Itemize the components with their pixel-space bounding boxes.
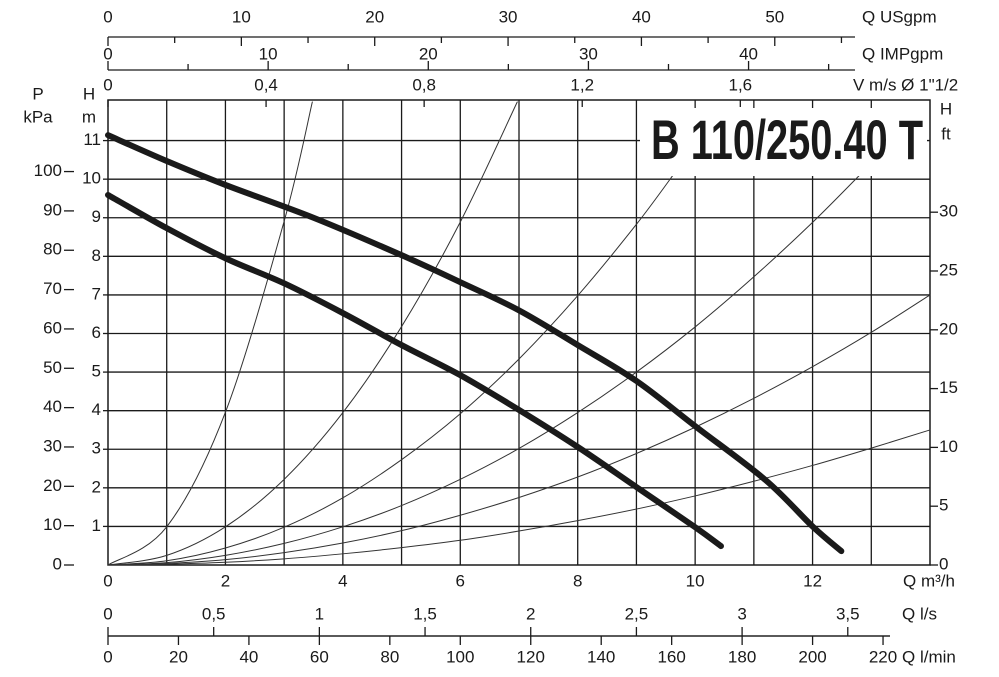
ft-tick-label: 15 xyxy=(939,378,958,397)
y-tick-label: 2 xyxy=(92,477,101,496)
p-tick-label: 90 xyxy=(43,200,62,219)
x-tick-label: 8 xyxy=(573,571,582,590)
y-axis-unit: m xyxy=(82,107,96,126)
x-tick-label: 4 xyxy=(338,571,347,590)
axis-tick-label: 0 xyxy=(103,7,112,26)
ls_axis-label: Q l/s xyxy=(902,604,937,623)
system-curve xyxy=(107,101,518,566)
system-curve xyxy=(107,294,931,566)
y-tick-label: 7 xyxy=(92,284,101,303)
impgpm_axis-label: Q IMPgpm xyxy=(862,44,943,63)
ft-axis-symbol: H xyxy=(940,99,952,118)
y-tick-label: 1 xyxy=(92,516,101,535)
axis-tick-label: 1 xyxy=(315,604,324,623)
axis-tick-label: 220 xyxy=(869,647,897,666)
axis-tick-label: 0,5 xyxy=(202,604,226,623)
axis-tick-label: 60 xyxy=(310,647,329,666)
axis-tick-label: 200 xyxy=(798,647,826,666)
plot-frame xyxy=(107,99,931,566)
axis-tick-label: 20 xyxy=(419,44,438,63)
ft-tick-label: 30 xyxy=(939,202,958,221)
axis-tick-label: 40 xyxy=(632,7,651,26)
p-tick-label: 20 xyxy=(43,476,62,495)
velocity-axis-label: V m/s Ø 1"1/2 xyxy=(853,75,958,94)
axis-tick-label: 10 xyxy=(259,44,278,63)
ft-tick-label: 10 xyxy=(939,437,958,456)
y-tick-label: 5 xyxy=(92,362,101,381)
y-axis-symbol: H xyxy=(83,84,95,103)
velocity-tick-label: 1,6 xyxy=(728,75,752,94)
p-tick-label: 70 xyxy=(43,279,62,298)
axis-tick-label: 0 xyxy=(103,44,112,63)
velocity-tick-label: 1,2 xyxy=(570,75,594,94)
axis-tick-label: 30 xyxy=(499,7,518,26)
axis-tick-label: 30 xyxy=(579,44,598,63)
x-tick-label: 10 xyxy=(686,571,705,590)
axis-tick-label: 80 xyxy=(380,647,399,666)
pump-curve xyxy=(105,132,845,555)
velocity-tick-label: 0 xyxy=(103,75,112,94)
axis-tick-label: 2,5 xyxy=(625,604,649,623)
x-tick-label: 2 xyxy=(221,571,230,590)
x-axis-label: Q m³/h xyxy=(903,571,955,590)
x-tick-label: 12 xyxy=(803,571,822,590)
axis-tick-label: 50 xyxy=(765,7,784,26)
axis-tick-label: 40 xyxy=(239,647,258,666)
chart-title: B 110/250.40 T xyxy=(651,108,923,171)
x-tick-label: 0 xyxy=(103,571,112,590)
axis-tick-label: 180 xyxy=(728,647,756,666)
y-tick-label: 8 xyxy=(92,246,101,265)
p-tick-label: 30 xyxy=(43,436,62,455)
velocity-tick-label: 0,4 xyxy=(254,75,278,94)
y-tick-label: 4 xyxy=(92,400,101,419)
axis-tick-label: 100 xyxy=(446,647,474,666)
ft-axis-unit: ft xyxy=(941,124,951,143)
axis-tick-label: 120 xyxy=(517,647,545,666)
p-tick-label: 50 xyxy=(43,358,62,377)
y-tick-label: 11 xyxy=(83,130,101,149)
axis-tick-label: 2 xyxy=(526,604,535,623)
axis-tick-label: 20 xyxy=(169,647,188,666)
axis-tick-label: 0 xyxy=(103,604,112,623)
usgpm_axis-label: Q USgpm xyxy=(862,7,937,26)
ft-tick-label: 5 xyxy=(939,496,948,515)
ft-tick-label: 25 xyxy=(939,260,958,279)
system-curve xyxy=(107,429,931,566)
x-tick-label: 6 xyxy=(456,571,465,590)
y-tick-label: 6 xyxy=(92,323,101,342)
p-axis-unit: kPa xyxy=(23,107,53,126)
p-axis-symbol: P xyxy=(32,84,43,103)
p-tick-label: 100 xyxy=(34,161,62,180)
axis-tick-label: 1,5 xyxy=(413,604,437,623)
p-tick-label: 40 xyxy=(43,397,62,416)
title-box xyxy=(640,108,927,176)
axis-tick-label: 0 xyxy=(103,647,112,666)
y-tick-label: 10 xyxy=(82,169,101,188)
p-tick-label: 10 xyxy=(43,515,62,534)
pump-curve xyxy=(105,191,724,550)
ft-tick-label: 20 xyxy=(939,319,958,338)
velocity-tick-label: 0,8 xyxy=(412,75,436,94)
lmin_axis-label: Q l/min xyxy=(902,647,956,666)
axis-tick-label: 160 xyxy=(657,647,685,666)
ft-tick-label: 0 xyxy=(939,554,948,573)
y-tick-label: 3 xyxy=(92,439,101,458)
y-tick-label: 9 xyxy=(92,207,101,226)
axis-tick-label: 140 xyxy=(587,647,615,666)
axis-tick-label: 40 xyxy=(739,44,758,63)
p-tick-label: 60 xyxy=(43,318,62,337)
p-tick-label: 0 xyxy=(53,554,62,573)
axis-tick-label: 3 xyxy=(737,604,746,623)
axis-tick-label: 3,5 xyxy=(836,604,860,623)
system-curve xyxy=(107,171,676,566)
p-tick-label: 80 xyxy=(43,240,62,259)
system-curve xyxy=(107,171,863,566)
axis-tick-label: 10 xyxy=(232,7,251,26)
axis-tick-label: 20 xyxy=(365,7,384,26)
system-curve xyxy=(107,101,313,566)
